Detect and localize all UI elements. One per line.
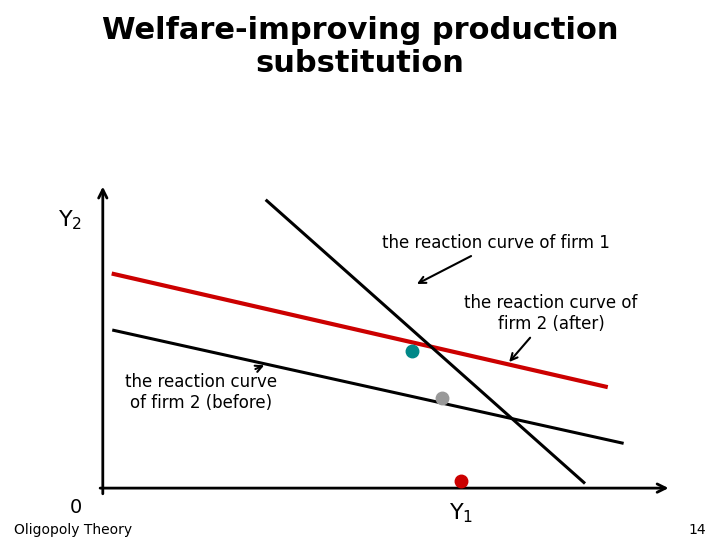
Text: the reaction curve
of firm 2 (before): the reaction curve of firm 2 (before) [125,366,277,411]
Text: Y$_1$: Y$_1$ [449,502,473,525]
Text: Y$_2$: Y$_2$ [58,208,82,232]
Text: Oligopoly Theory: Oligopoly Theory [14,523,132,537]
Text: 0: 0 [69,498,81,517]
Text: the reaction curve of firm 1: the reaction curve of firm 1 [382,234,611,283]
Text: Welfare-improving production
substitution: Welfare-improving production substitutio… [102,16,618,78]
Text: the reaction curve of
firm 2 (after): the reaction curve of firm 2 (after) [464,294,638,360]
Text: 14: 14 [688,523,706,537]
